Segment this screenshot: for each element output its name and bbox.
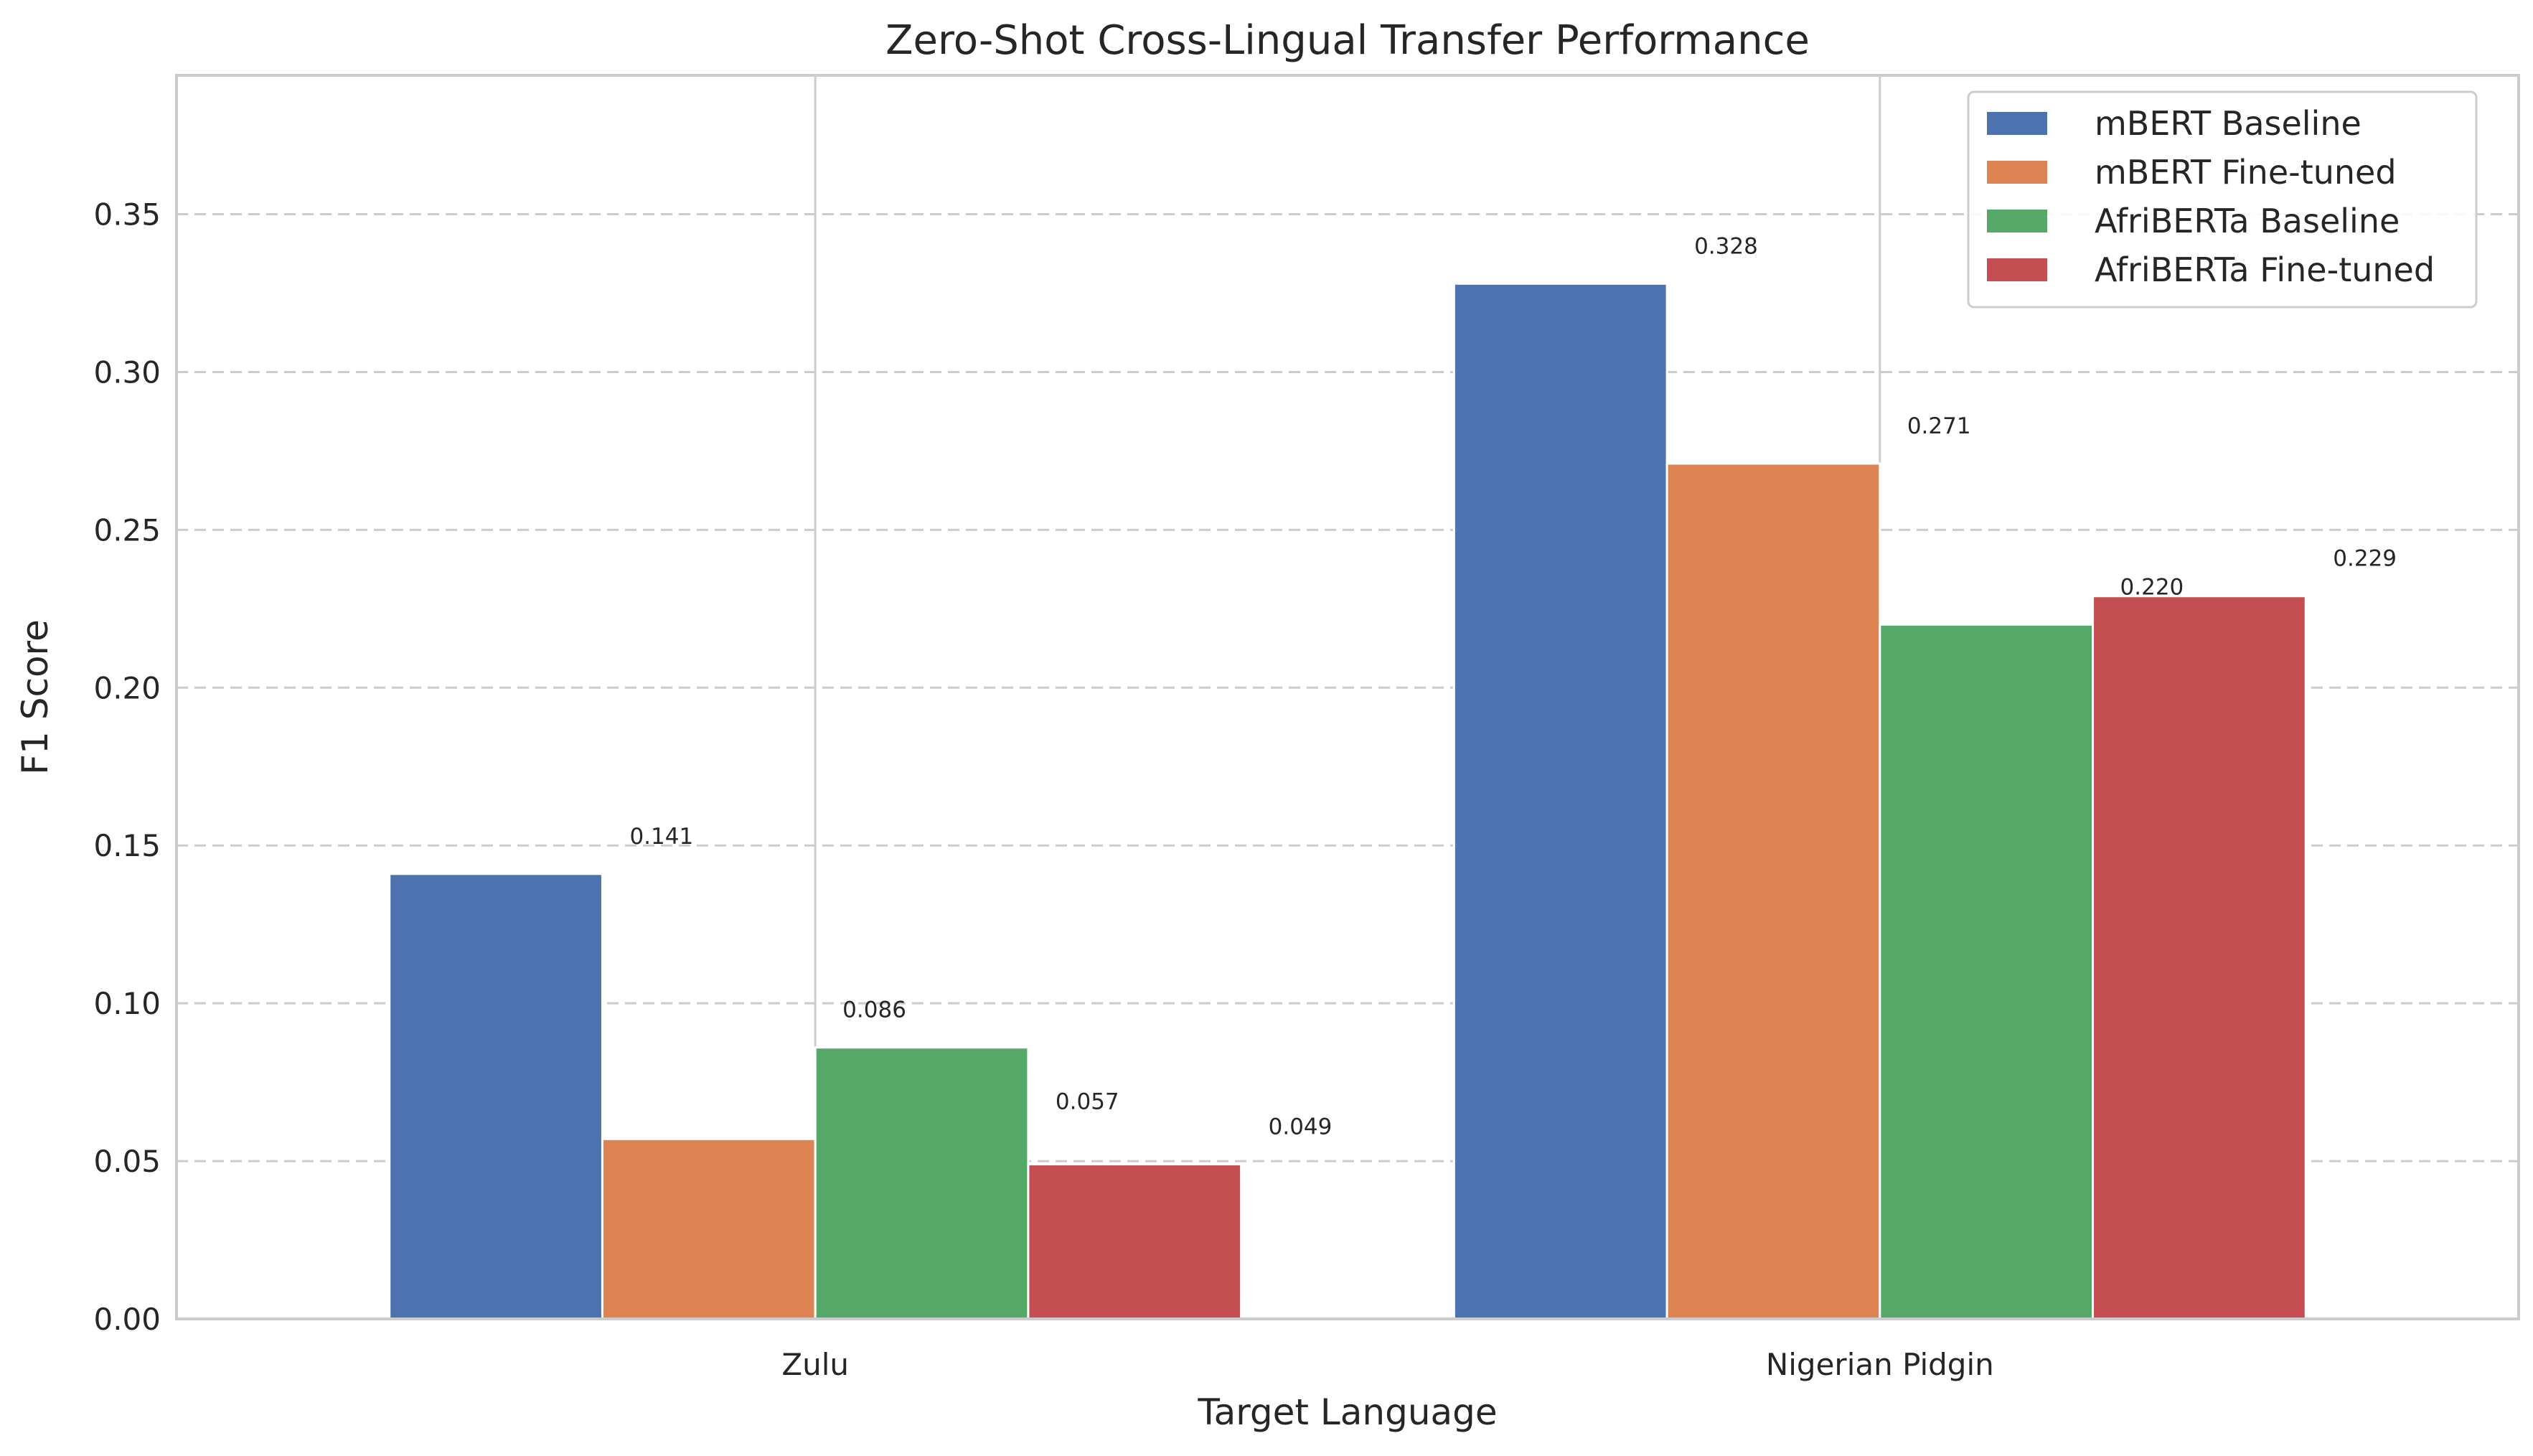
bar bbox=[1665, 462, 1881, 1320]
legend-swatch bbox=[1987, 210, 2047, 233]
bar-value-label: 0.086 bbox=[842, 997, 906, 1023]
legend-swatch bbox=[1987, 161, 2047, 184]
y-tick-label: 0.30 bbox=[93, 354, 161, 390]
y-tick-label: 0.35 bbox=[93, 197, 161, 233]
y-tick-label: 0.10 bbox=[93, 986, 161, 1021]
x-axis-label: Target Language bbox=[1197, 1391, 1497, 1433]
legend-box bbox=[1967, 90, 2478, 309]
y-tick-label: 0.25 bbox=[93, 512, 161, 548]
y-tick-label: 0.05 bbox=[93, 1144, 161, 1179]
y-tick-label: 0.00 bbox=[93, 1302, 161, 1337]
legend-label: AfriBERTa Fine-tuned bbox=[2095, 250, 2435, 289]
bars bbox=[388, 282, 2307, 1320]
bar bbox=[1027, 1163, 1243, 1320]
bar bbox=[388, 873, 603, 1320]
bar bbox=[2092, 595, 2307, 1320]
bar-value-label: 0.057 bbox=[1056, 1089, 1119, 1114]
legend-swatch bbox=[1987, 112, 2047, 135]
legend-label: mBERT Fine-tuned bbox=[2095, 153, 2397, 192]
chart-title: Zero-Shot Cross-Lingual Transfer Perform… bbox=[885, 17, 1810, 64]
bar-value-label: 0.229 bbox=[2333, 546, 2397, 572]
bar-value-label: 0.220 bbox=[2120, 574, 2184, 600]
bar-value-labels: 0.141 0.328 0.086 0.271 0.057 0.220 0.049 0.229 bbox=[629, 233, 2397, 1140]
bar-value-label: 0.328 bbox=[1694, 233, 1758, 259]
legend-label: AfriBERTa Baseline bbox=[2095, 202, 2400, 240]
tick-labels: 0.00 0.05 0.10 0.15 0.20 0.25 0.30 0.35 Zulu Nige… bbox=[93, 197, 1993, 1382]
y-tick-label: 0.15 bbox=[93, 828, 161, 863]
bar bbox=[1452, 282, 1668, 1320]
y-tick-label: 0.20 bbox=[93, 670, 161, 705]
bar-value-label: 0.049 bbox=[1269, 1114, 1333, 1140]
y-axis-label: F1 Score bbox=[14, 619, 56, 775]
x-tick-label: Nigerian Pidgin bbox=[1766, 1347, 1994, 1382]
bar-value-label: 0.141 bbox=[629, 824, 693, 850]
bar-value-label: 0.271 bbox=[1907, 413, 1971, 439]
bar bbox=[1879, 623, 2095, 1320]
legend-swatch bbox=[1987, 258, 2047, 281]
legend: mBERT Baseline mBERT Fine-tuned AfriBERTa … bbox=[1967, 90, 2478, 309]
bar bbox=[814, 1046, 1030, 1320]
plot-frame bbox=[175, 74, 2520, 1320]
bar bbox=[601, 1137, 817, 1320]
x-tick-label: Zulu bbox=[781, 1347, 849, 1382]
legend-label: mBERT Baseline bbox=[2095, 104, 2362, 143]
